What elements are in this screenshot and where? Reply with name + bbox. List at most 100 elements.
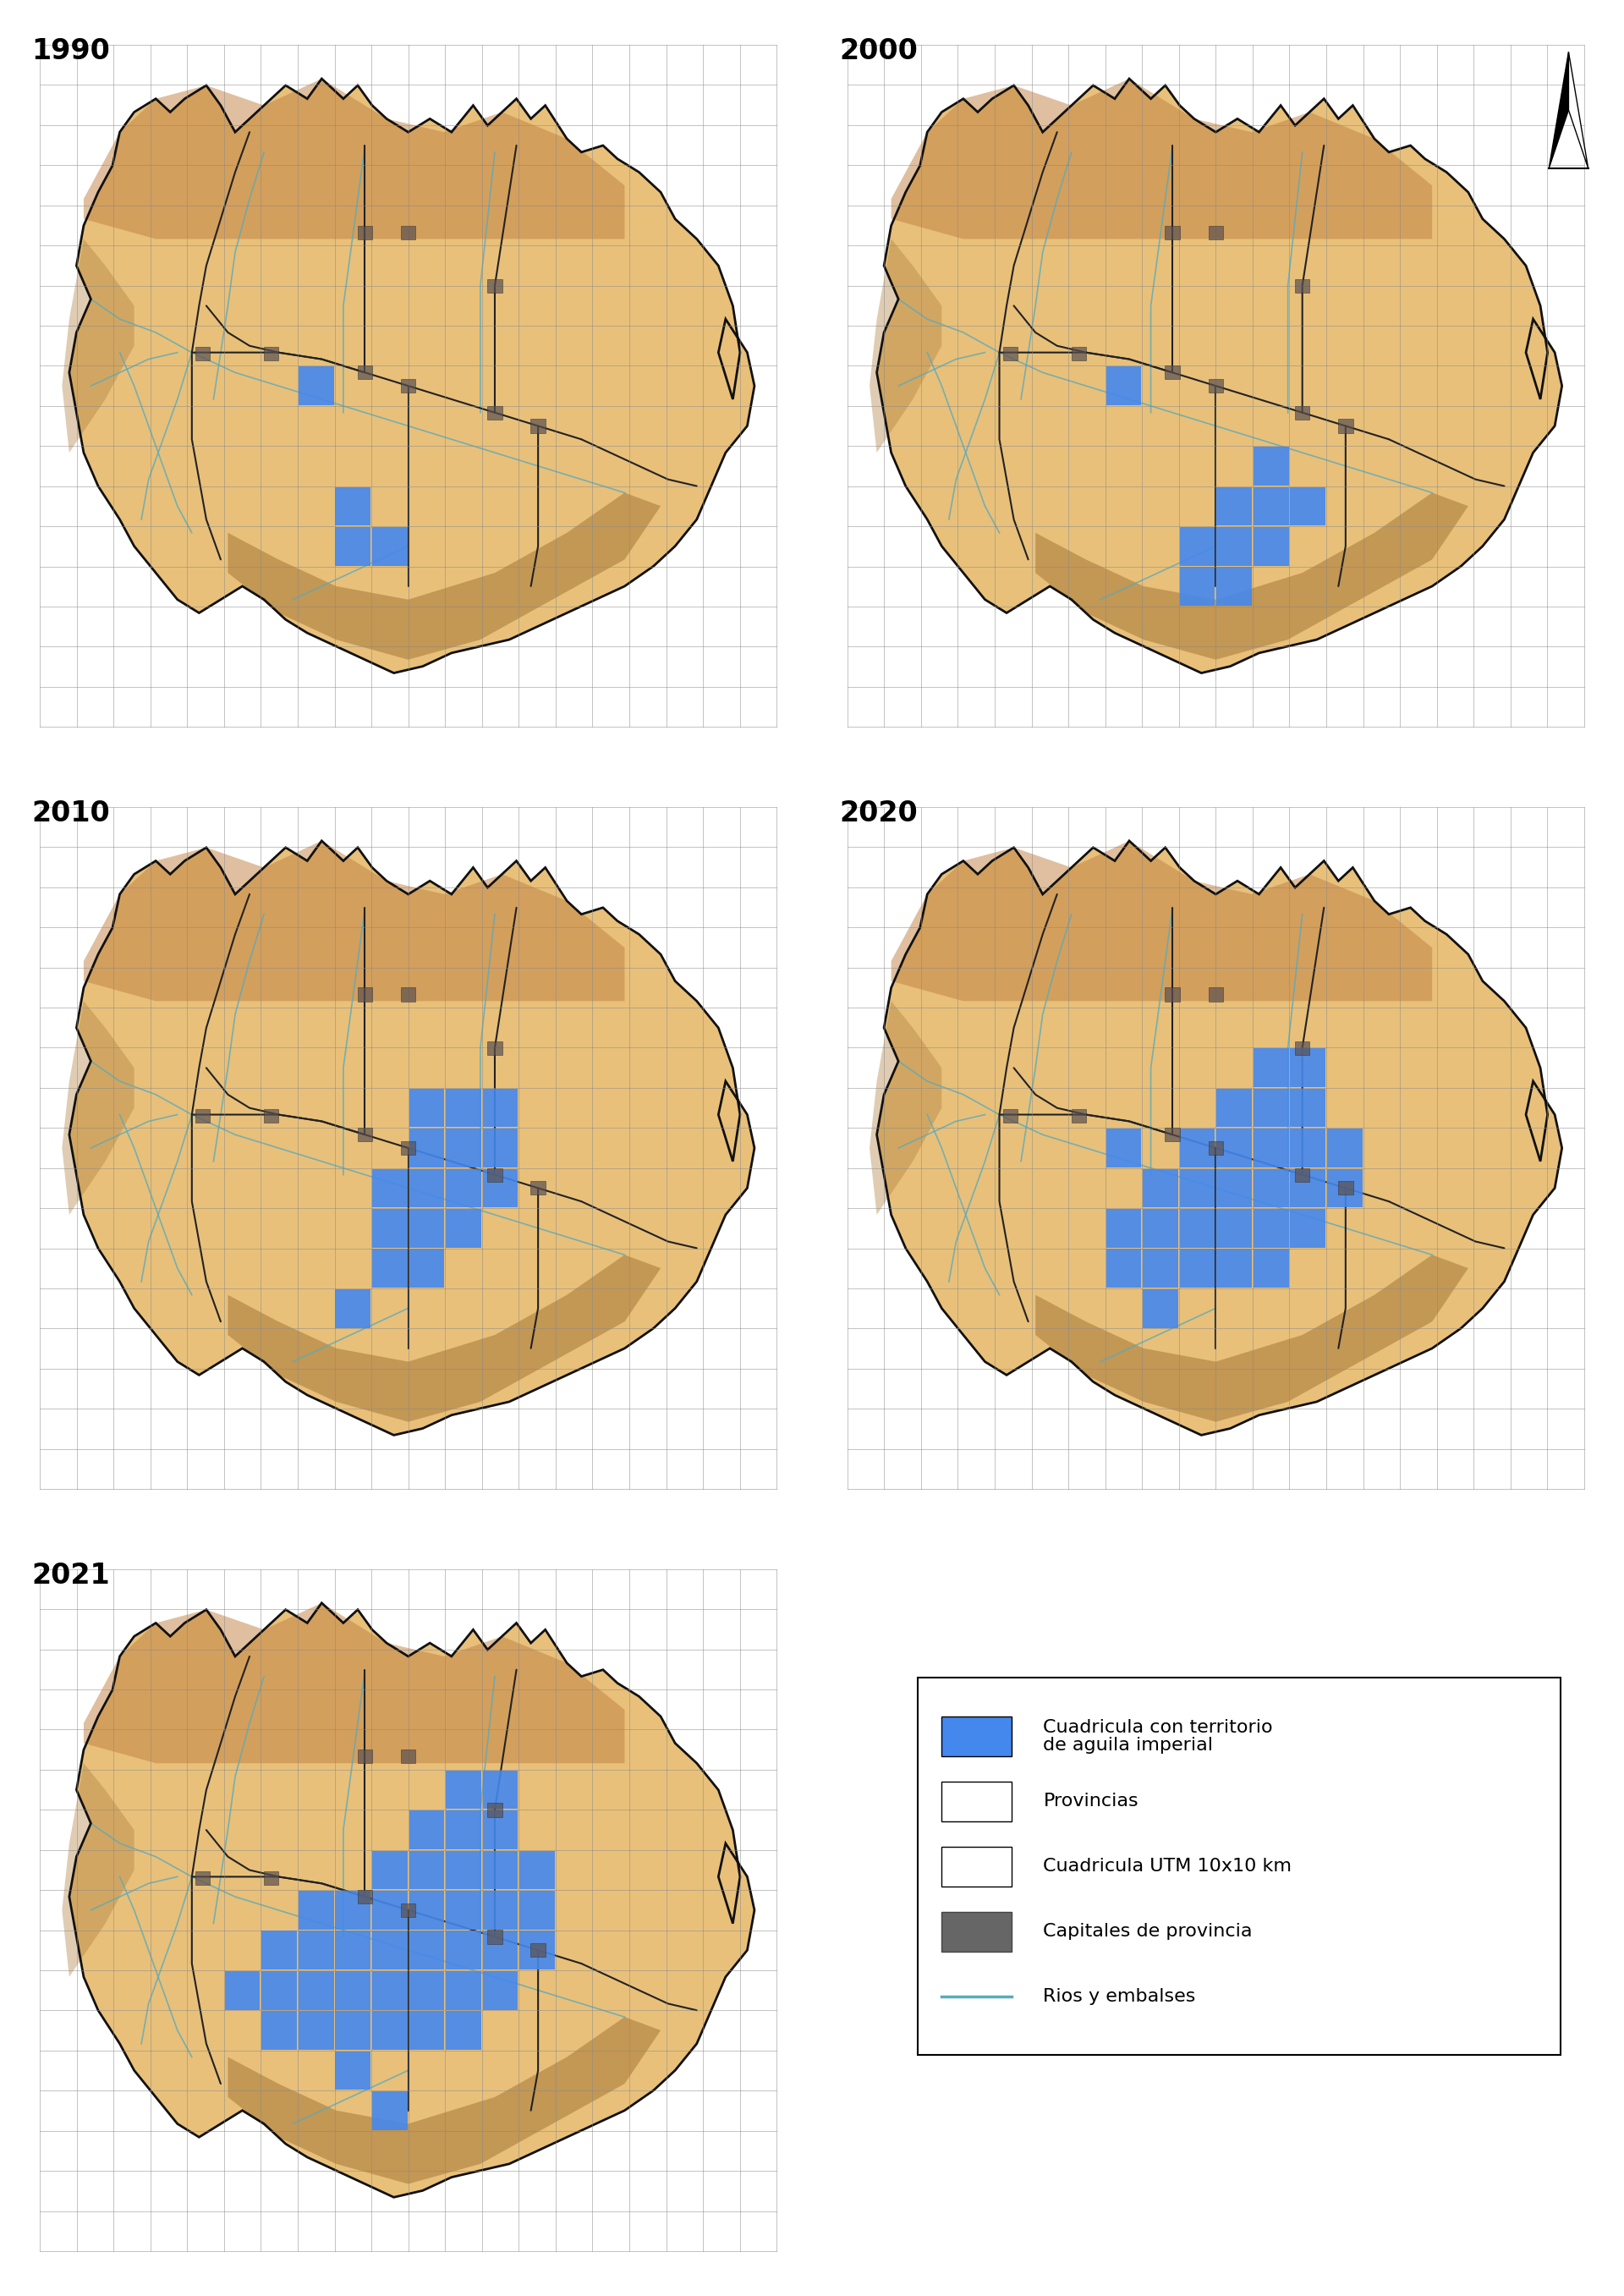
Bar	[409, 2011, 445, 2050]
Polygon shape	[227, 494, 661, 659]
Bar	[447, 1931, 481, 1970]
Bar	[409, 1130, 445, 1166]
Polygon shape	[869, 239, 942, 452]
Bar	[1164, 365, 1181, 379]
Polygon shape	[1569, 53, 1588, 168]
Bar	[335, 1892, 370, 1929]
Bar	[1208, 987, 1223, 1001]
Bar	[487, 278, 502, 292]
Bar	[447, 1770, 481, 1809]
Bar	[482, 1931, 518, 1970]
Text: 2020: 2020	[840, 799, 918, 827]
Bar	[487, 1040, 502, 1054]
Bar	[482, 1169, 518, 1208]
Bar	[1254, 1088, 1289, 1127]
Bar	[1254, 1210, 1289, 1247]
Bar	[409, 1970, 445, 2009]
Bar	[401, 1141, 416, 1155]
Bar	[357, 1750, 372, 1763]
Bar	[1294, 406, 1309, 420]
Bar	[1072, 347, 1086, 360]
Bar	[299, 1931, 335, 1970]
Bar	[482, 1970, 518, 2009]
Bar	[372, 1970, 408, 2009]
Bar	[447, 1169, 481, 1208]
Bar	[263, 1109, 279, 1123]
Bar	[409, 1931, 445, 1970]
Bar	[299, 1892, 335, 1929]
Bar	[1216, 528, 1252, 565]
Bar	[401, 987, 416, 1001]
Bar	[335, 2011, 370, 2050]
Bar	[1254, 1169, 1289, 1208]
Bar	[1179, 567, 1215, 606]
Bar	[520, 1892, 555, 1929]
Bar	[531, 420, 546, 432]
Polygon shape	[62, 239, 135, 452]
Polygon shape	[70, 840, 755, 1435]
Polygon shape	[1036, 1256, 1468, 1421]
Bar	[487, 1931, 502, 1945]
Bar	[372, 528, 408, 565]
Bar	[1106, 1130, 1142, 1166]
Bar	[1294, 1169, 1309, 1182]
Bar	[1338, 1180, 1353, 1194]
Bar	[261, 1931, 297, 1970]
Bar	[335, 528, 370, 565]
Text: Cuadricula UTM 10x10 km: Cuadricula UTM 10x10 km	[1043, 1857, 1293, 1876]
Text: 1990: 1990	[32, 37, 110, 64]
Bar	[1072, 1109, 1086, 1123]
Bar	[447, 1970, 481, 2009]
Bar	[335, 487, 370, 526]
Bar	[520, 1851, 555, 1890]
Text: Provincias: Provincias	[1043, 1793, 1138, 1809]
Text: Capitales de provincia: Capitales de provincia	[1043, 1924, 1252, 1940]
Bar	[1143, 1249, 1177, 1288]
Bar	[1216, 487, 1252, 526]
Bar	[1289, 1049, 1325, 1086]
Polygon shape	[70, 78, 755, 673]
Bar	[482, 1770, 518, 1809]
Bar	[447, 1892, 481, 1929]
Bar	[1106, 1210, 1142, 1247]
Bar	[1004, 347, 1018, 360]
Bar	[409, 1210, 445, 1247]
Bar	[1254, 528, 1289, 565]
Text: 2000: 2000	[840, 37, 918, 64]
Bar	[1254, 487, 1289, 526]
Bar	[372, 2011, 408, 2050]
Bar	[942, 1782, 1012, 1821]
Bar	[1338, 420, 1353, 432]
Bar	[447, 1812, 481, 1848]
Bar	[409, 1851, 445, 1890]
Bar	[1179, 1210, 1215, 1247]
Bar	[1289, 1210, 1325, 1247]
Bar	[1143, 1169, 1177, 1208]
Polygon shape	[227, 2016, 661, 2183]
Bar	[372, 1931, 408, 1970]
Bar	[224, 1970, 260, 2009]
Bar	[1216, 1088, 1252, 1127]
Bar	[482, 1130, 518, 1166]
Bar	[1254, 1249, 1289, 1288]
Bar	[942, 1717, 1012, 1756]
Bar	[1294, 1040, 1309, 1054]
Bar	[1164, 1127, 1181, 1141]
Bar	[482, 1812, 518, 1848]
Bar	[357, 1127, 372, 1141]
Bar	[335, 1970, 370, 2009]
Bar	[447, 1088, 481, 1127]
Bar	[357, 365, 372, 379]
Bar	[401, 379, 416, 393]
Bar	[372, 1169, 408, 1208]
Bar	[195, 1109, 209, 1123]
Bar	[357, 1890, 372, 1903]
Bar	[482, 1088, 518, 1127]
Polygon shape	[84, 840, 625, 1001]
Bar	[299, 1970, 335, 2009]
Bar	[942, 1913, 1012, 1952]
Bar	[1327, 1169, 1363, 1208]
Bar	[357, 225, 372, 239]
Text: Rios y embalses: Rios y embalses	[1043, 1988, 1195, 2004]
Bar	[1254, 1049, 1289, 1086]
